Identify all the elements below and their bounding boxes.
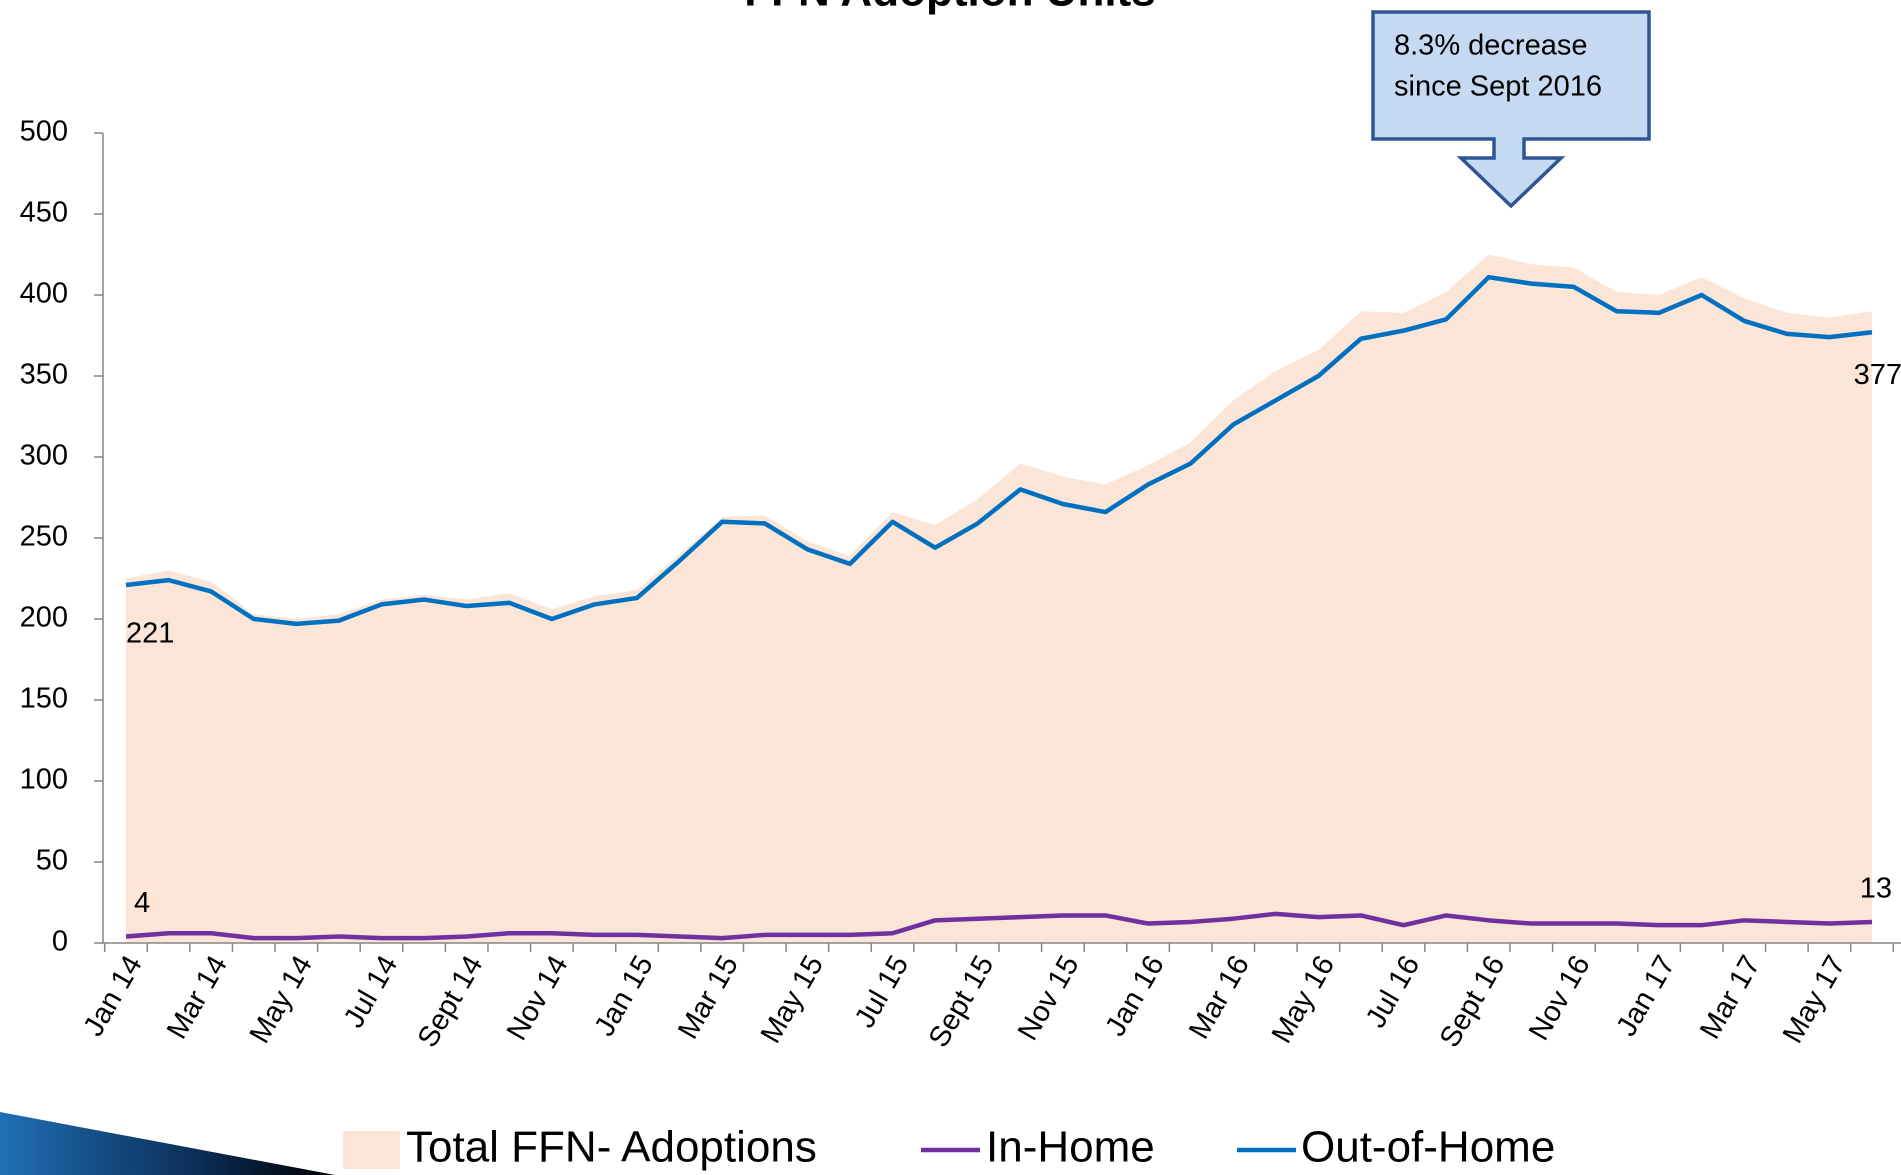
y-tick-label: 450 <box>20 197 68 229</box>
y-tick-label: 250 <box>20 521 68 553</box>
x-tick-label: Sept 15 <box>923 950 1001 1053</box>
x-tick-label: Mar 16 <box>1183 950 1256 1044</box>
line <box>125 274 1873 627</box>
x-tick-label: Jan 15 <box>588 950 659 1041</box>
data-label: 377 <box>1854 359 1901 391</box>
line <box>125 911 1873 941</box>
callout: 8.3% decrease since Sept 2016 <box>1371 10 1651 209</box>
x-tick-label: Jan 14 <box>77 950 148 1041</box>
x-tick-label: Jul 14 <box>338 950 404 1033</box>
data-label: 4 <box>134 887 150 919</box>
y-tick-label: 0 <box>52 926 68 958</box>
x-tick-label: Nov 16 <box>1523 950 1597 1046</box>
decoration-wedge <box>0 1112 335 1175</box>
legend-label: Out-of-Home <box>1301 1123 1555 1172</box>
x-tick-label: May 16 <box>1266 950 1341 1048</box>
y-tick-label: 300 <box>20 440 68 472</box>
area <box>126 254 1872 943</box>
x-tick-label: Mar 15 <box>672 950 745 1044</box>
y-tick-label: 100 <box>20 764 68 796</box>
x-tick-label: Sept 14 <box>412 950 490 1053</box>
y-tick-label: 350 <box>20 359 68 391</box>
y-tick-label: 400 <box>20 278 68 310</box>
x-tick-label: Jul 16 <box>1360 950 1426 1033</box>
y-tick-label: 500 <box>20 116 68 148</box>
x-tick-label: May 17 <box>1777 950 1852 1048</box>
x-tick-label: Jan 17 <box>1611 950 1682 1041</box>
y-tick-label: 150 <box>20 683 68 715</box>
y-tick-label: 200 <box>20 602 68 634</box>
x-tick-label: Nov 15 <box>1012 950 1086 1046</box>
x-tick-label: Jan 16 <box>1099 950 1170 1041</box>
annotation-line: since Sept 2016 <box>1394 71 1602 103</box>
x-tick-label: Mar 17 <box>1694 950 1767 1044</box>
x-tick-label: Jul 15 <box>849 950 915 1033</box>
callout-arrow <box>1371 10 1651 209</box>
chart-title: FFN Adoption Units <box>744 0 1155 16</box>
annotation-line: 8.3% decrease <box>1394 30 1587 62</box>
x-tick-label: Mar 14 <box>161 950 234 1044</box>
data-label: 221 <box>126 618 174 650</box>
x-tick-label: Nov 14 <box>501 950 575 1046</box>
legend-label: In-Home <box>986 1123 1155 1172</box>
data-label: 13 <box>1860 873 1892 905</box>
x-tick-label: May 14 <box>244 950 319 1048</box>
y-tick-label: 50 <box>36 845 68 877</box>
x-tick-label: Sept 16 <box>1434 950 1512 1053</box>
x-tick-label: May 15 <box>755 950 830 1048</box>
legend-swatch <box>343 1131 400 1169</box>
legend-label: Total FFN- Adoptions <box>406 1123 817 1172</box>
